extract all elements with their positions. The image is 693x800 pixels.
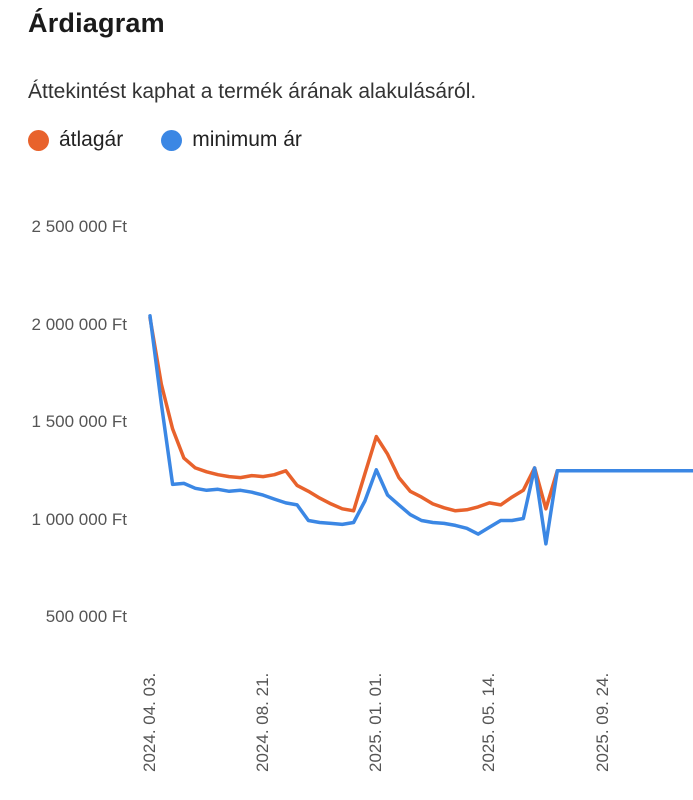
y-tick-label: 1 000 000 Ft — [31, 509, 127, 529]
x-tick-label: 2024. 08. 21. — [253, 672, 273, 772]
chart-subtitle: Áttekintést kaphat a termék árának alaku… — [28, 80, 477, 103]
legend-label-atlagar: átlagár — [59, 128, 124, 151]
x-tick-label: 2025. 09. 24. — [592, 672, 612, 772]
series-line-atlagar — [148, 315, 693, 513]
y-tick-label: 500 000 Ft — [45, 607, 127, 626]
y-tick-label: 1 500 000 Ft — [31, 412, 127, 431]
x-tick-label: 2025. 05. 14. — [479, 672, 499, 772]
x-tick-label: 2024. 04. 03. — [140, 672, 159, 772]
x-tick-label: 2025. 01. 01. — [366, 672, 386, 772]
legend-label-minimum-ar: minimum ár — [192, 128, 302, 151]
legend-dot-minimum-ar-icon — [161, 129, 183, 151]
legend-dot-atlagar-icon — [28, 129, 49, 151]
legend-item-minimum-ar[interactable]: minimum ár — [161, 128, 302, 152]
series-line-minimum-ar — [148, 314, 693, 546]
chart-title: Árdiagram — [28, 8, 165, 38]
legend-item-atlagar[interactable]: átlagár — [28, 128, 123, 152]
y-tick-label: 2 000 000 Ft — [31, 314, 127, 334]
chart-legend: átlagár minimum ár — [28, 128, 302, 152]
y-tick-label: 2 500 000 Ft — [31, 217, 127, 236]
